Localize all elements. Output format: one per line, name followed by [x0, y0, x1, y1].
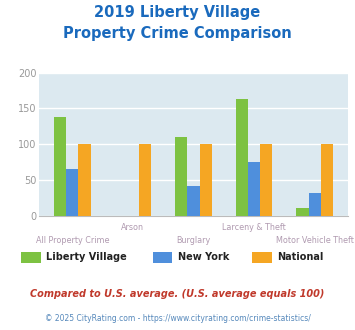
Bar [54, 117, 66, 216]
Text: Liberty Village: Liberty Village [46, 252, 127, 262]
Bar [66, 170, 78, 216]
Bar [175, 137, 187, 216]
Text: Property Crime Comparison: Property Crime Comparison [63, 26, 292, 41]
Text: Compared to U.S. average. (U.S. average equals 100): Compared to U.S. average. (U.S. average … [30, 289, 325, 299]
Bar [236, 99, 248, 216]
Bar [78, 145, 91, 216]
Text: Arson: Arson [121, 223, 144, 232]
Bar [187, 186, 200, 216]
Text: Burglary: Burglary [176, 236, 211, 245]
Bar [139, 145, 151, 216]
Bar [260, 145, 272, 216]
Text: Motor Vehicle Theft: Motor Vehicle Theft [275, 236, 354, 245]
Text: 2019 Liberty Village: 2019 Liberty Village [94, 5, 261, 20]
Bar [296, 208, 308, 216]
Bar [321, 145, 333, 216]
Bar [308, 193, 321, 216]
Text: Larceny & Theft: Larceny & Theft [222, 223, 286, 232]
Text: All Property Crime: All Property Crime [36, 236, 109, 245]
Text: New York: New York [178, 252, 229, 262]
Text: © 2025 CityRating.com - https://www.cityrating.com/crime-statistics/: © 2025 CityRating.com - https://www.city… [45, 314, 310, 323]
Bar [200, 145, 212, 216]
Text: National: National [277, 252, 323, 262]
Bar [248, 162, 260, 216]
